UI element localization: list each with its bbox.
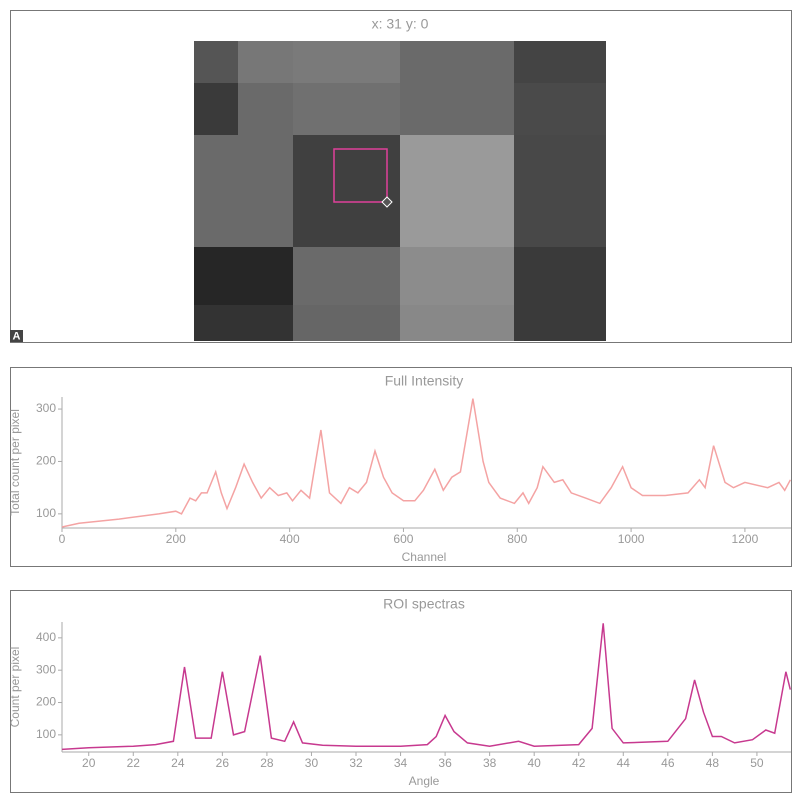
- x-tick-label: 36: [438, 756, 452, 770]
- y-tick-label: 400: [36, 630, 56, 644]
- x-tick-label: 22: [127, 756, 141, 770]
- x-tick-label: 44: [617, 756, 631, 770]
- chart-panel: [10, 367, 792, 567]
- intensity-image[interactable]: [194, 41, 606, 341]
- x-tick-label: 40: [528, 756, 542, 770]
- x-axis-label: Angle: [409, 774, 440, 788]
- y-axis-label: Count per pixel: [8, 647, 22, 728]
- spectrum-line: [61, 398, 792, 528]
- cursor-readout: x: 31 y: 0: [372, 16, 429, 32]
- y-tick-label: 300: [36, 401, 56, 415]
- x-tick-label: 34: [394, 756, 408, 770]
- x-tick-label: 600: [393, 532, 413, 546]
- x-tick-label: 1000: [618, 532, 645, 546]
- x-tick-label: 24: [171, 756, 185, 770]
- y-tick-label: 300: [36, 662, 56, 676]
- chart-title: ROI spectras: [383, 596, 465, 612]
- y-tick-label: 100: [36, 727, 56, 741]
- spectrum-line: [61, 623, 792, 751]
- y-axis-label: Total count per pixel: [8, 409, 22, 516]
- roi-handle[interactable]: [381, 196, 393, 208]
- x-tick-label: 42: [572, 756, 586, 770]
- badge[interactable]: A: [13, 330, 21, 342]
- x-tick-label: 800: [507, 532, 527, 546]
- chart-title: Full Intensity: [385, 373, 464, 389]
- x-tick-label: 30: [305, 756, 319, 770]
- x-tick-label: 20: [82, 756, 96, 770]
- x-tick-label: 26: [216, 756, 230, 770]
- x-tick-label: 46: [661, 756, 675, 770]
- x-tick-label: 400: [280, 532, 300, 546]
- x-tick-label: 38: [483, 756, 497, 770]
- y-tick-label: 100: [36, 506, 56, 520]
- x-tick-label: 28: [260, 756, 274, 770]
- x-tick-label: 0: [59, 532, 66, 546]
- x-tick-label: 32: [349, 756, 363, 770]
- x-tick-label: 200: [166, 532, 186, 546]
- x-tick-label: 50: [750, 756, 764, 770]
- roi-box[interactable]: [333, 148, 388, 203]
- x-axis-label: Channel: [402, 550, 447, 564]
- badge-bg[interactable]: [10, 330, 23, 342]
- y-tick-label: 200: [36, 695, 56, 709]
- chart-panel: [10, 590, 792, 793]
- x-tick-label: 48: [706, 756, 720, 770]
- x-tick-label: 1200: [732, 532, 759, 546]
- y-tick-label: 200: [36, 454, 56, 468]
